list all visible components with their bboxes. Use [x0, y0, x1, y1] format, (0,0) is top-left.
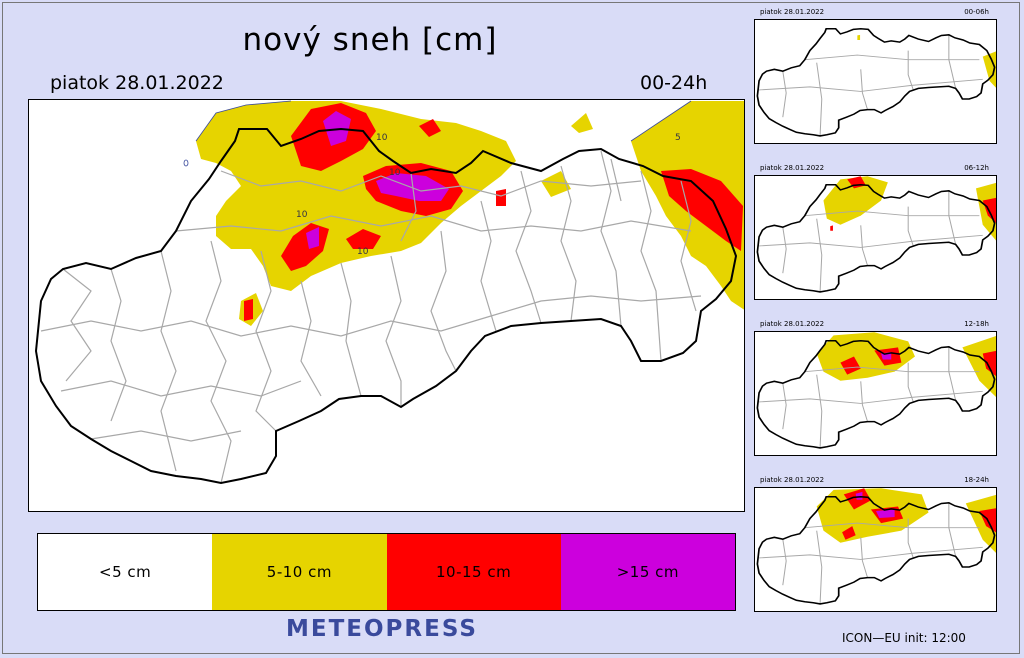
district-boundaries: [40, 150, 702, 484]
thumbnail-18-24: piatok 28.01.2022 18-24h: [754, 473, 997, 614]
thumb-date: piatok 28.01.2022: [760, 476, 825, 484]
thumbnail-06-12: piatok 28.01.2022 06-12h: [754, 161, 997, 302]
thumb-date: piatok 28.01.2022: [760, 8, 825, 16]
thumb-map: [754, 175, 997, 300]
legend-item-5-10: 5-10 cm: [212, 534, 387, 610]
thumb-map-svg: [756, 488, 996, 605]
thumb-map-svg: [756, 27, 996, 137]
thumb-date: piatok 28.01.2022: [760, 164, 825, 172]
legend-label: <5 cm: [99, 563, 152, 581]
legend-label: 10-15 cm: [436, 563, 512, 581]
main-map-svg: [35, 100, 744, 484]
thumb-period: 06-12h: [964, 164, 989, 172]
period-label: 00-24h: [640, 72, 708, 94]
thumbnail-00-06: piatok 28.01.2022 00-06h: [754, 5, 997, 146]
thumb-map: [754, 331, 997, 456]
meteopress-logo: METEOPRESS: [286, 616, 478, 642]
contour-label: 10: [357, 247, 369, 257]
date-label: piatok 28.01.2022: [50, 72, 224, 94]
snow-legend: <5 cm 5-10 cm 10-15 cm >15 cm: [37, 533, 736, 611]
contour-label: 10: [376, 133, 388, 143]
contour-label: 10: [389, 168, 401, 178]
legend-label: 5-10 cm: [266, 563, 332, 581]
contour-label: 10: [296, 210, 308, 220]
snow-contours: [183, 100, 692, 167]
legend-item-10-15: 10-15 cm: [386, 534, 561, 610]
thumb-map: [754, 487, 997, 612]
contour-label: 5: [675, 133, 681, 143]
thumb-period: 18-24h: [964, 476, 989, 484]
thumb-period: 12-18h: [964, 320, 989, 328]
thumb-period: 00-06h: [964, 8, 989, 16]
legend-label: >15 cm: [616, 563, 680, 581]
thumbnail-12-18: piatok 28.01.2022 12-18h: [754, 317, 997, 458]
thumb-map-svg: [756, 176, 996, 293]
legend-item-under-5: <5 cm: [38, 534, 213, 610]
legend-item-over-15: >15 cm: [560, 534, 735, 610]
map-title: nový sneh [cm]: [242, 22, 498, 58]
thumb-map: [754, 19, 997, 144]
thumb-date: piatok 28.01.2022: [760, 320, 825, 328]
snow-5-10-areas: [196, 101, 744, 326]
model-init-info: ICON—EU init: 12:00: [842, 631, 966, 645]
main-snow-map: 10 10 10 10 5: [28, 99, 745, 512]
thumb-map-svg: [756, 332, 996, 449]
